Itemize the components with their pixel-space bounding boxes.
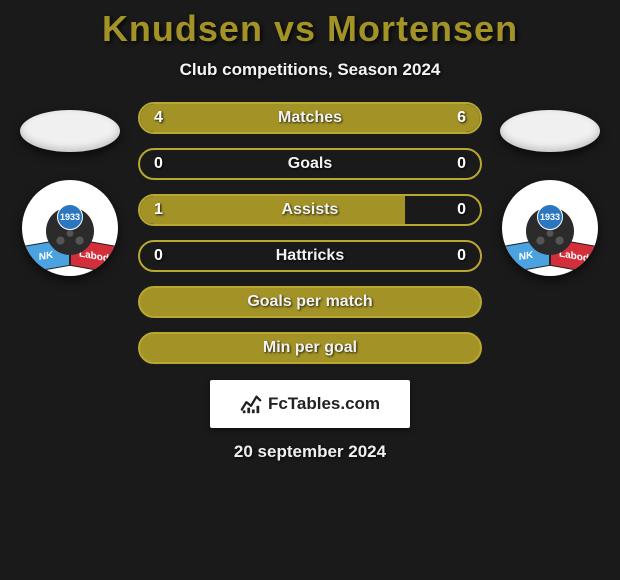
badge-year: 1933 <box>537 204 563 230</box>
title-player2: Mortensen <box>327 8 518 49</box>
flag-icon <box>500 110 600 152</box>
club-badge-right: 1933 NK Labod <box>502 180 598 276</box>
stat-row: 10Assists <box>138 194 482 226</box>
stat-label: Hattricks <box>140 247 480 265</box>
stat-row: 00Goals <box>138 148 482 180</box>
stat-label: Goals <box>140 155 480 173</box>
branding-text: FcTables.com <box>268 394 380 414</box>
stats-column: 46Matches 00Goals 10Assists 00Hattricks Goal… <box>130 102 490 364</box>
chart-icon <box>240 393 262 415</box>
date-label: 20 september 2024 <box>234 442 386 462</box>
comparison-card: Knudsen vs Mortensen Club competitions, … <box>0 0 620 462</box>
stat-row: Min per goal <box>138 332 482 364</box>
stat-row: 00Hattricks <box>138 240 482 272</box>
stat-row: 46Matches <box>138 102 482 134</box>
badge-year: 1933 <box>57 204 83 230</box>
left-player-column: 1933 NK Labod <box>10 102 130 276</box>
stat-label: Min per goal <box>140 339 480 357</box>
page-title: Knudsen vs Mortensen <box>102 8 518 50</box>
flag-icon <box>20 110 120 152</box>
title-connector: vs <box>274 8 316 49</box>
comparison-layout: 1933 NK Labod 46Matches 00Goals 10Assists 0… <box>0 102 620 364</box>
stat-label: Goals per match <box>140 293 480 311</box>
right-player-column: 1933 NK Labod <box>490 102 610 276</box>
subtitle: Club competitions, Season 2024 <box>180 60 441 80</box>
branding-badge: FcTables.com <box>210 380 410 428</box>
stat-label: Matches <box>140 109 480 127</box>
title-player1: Knudsen <box>102 8 263 49</box>
stat-label: Assists <box>140 201 480 219</box>
club-badge-left: 1933 NK Labod <box>22 180 118 276</box>
stat-row: Goals per match <box>138 286 482 318</box>
